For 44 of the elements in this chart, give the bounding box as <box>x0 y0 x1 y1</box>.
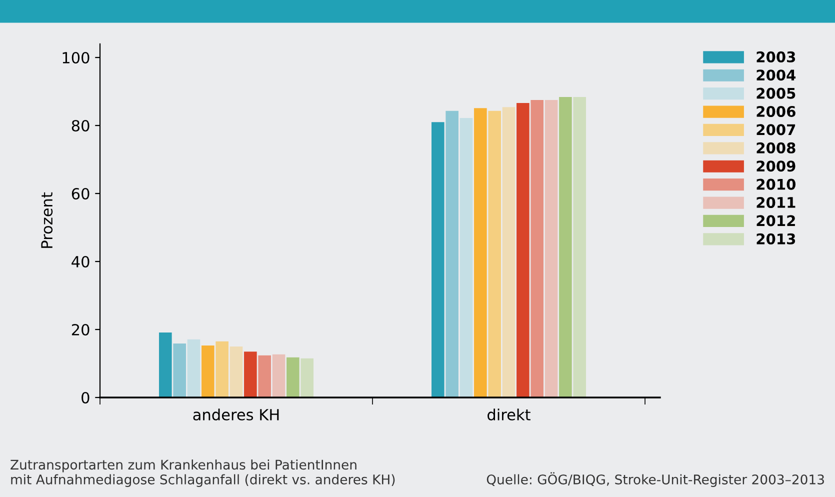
y-tick-label: 80 <box>72 120 90 132</box>
legend-label: 2007 <box>756 124 796 136</box>
bar <box>502 107 516 398</box>
bar <box>216 341 228 398</box>
source-note: Quelle: GÖG/BIQG, Stroke-Unit-Register 2003–2013 <box>486 472 824 487</box>
bar <box>432 122 444 398</box>
bar <box>573 96 586 398</box>
y-tick-label: 40 <box>72 256 90 268</box>
bar <box>474 108 487 398</box>
legend-label: 2005 <box>756 88 796 99</box>
y-tick-label: 20 <box>72 324 90 336</box>
legend-label: 2012 <box>756 215 795 226</box>
bar <box>187 339 200 398</box>
bar <box>300 358 314 398</box>
bar <box>272 354 286 398</box>
y-axis-title: Prozent <box>41 192 53 248</box>
bar <box>258 355 271 398</box>
bar <box>488 110 501 398</box>
bar <box>530 100 544 398</box>
bar <box>244 352 257 398</box>
legend-label: 2004 <box>756 70 796 81</box>
legend-label: 2013 <box>756 233 796 244</box>
legend-label: 2009 <box>756 160 796 172</box>
y-tick-label: 100 <box>62 52 90 64</box>
bar <box>230 346 243 398</box>
legend-label: 2006 <box>756 106 796 118</box>
legend-label: 2008 <box>756 142 796 154</box>
y-tick-label: 0 <box>82 392 90 404</box>
legend-label: 2010 <box>756 178 796 190</box>
x-tick-label: direkt <box>488 408 530 420</box>
bar <box>286 357 300 398</box>
bar <box>516 103 530 398</box>
legend-label: 2003 <box>756 51 796 62</box>
bar <box>202 345 214 398</box>
bar <box>173 343 186 398</box>
bar <box>460 118 473 398</box>
text: Zutransportarten zum Krankenhaus bei PatientInnen mit Aufnahmediagose Schlaganfall (direkt vs. anderes KH) <box>10 459 395 487</box>
y-tick-label: 60 <box>72 188 90 200</box>
bar <box>559 96 572 398</box>
bar <box>544 100 558 398</box>
bar <box>159 332 172 398</box>
bar <box>446 110 458 398</box>
x-tick-label: anderes KH <box>193 408 279 420</box>
legend-label: 2011 <box>756 196 796 208</box>
